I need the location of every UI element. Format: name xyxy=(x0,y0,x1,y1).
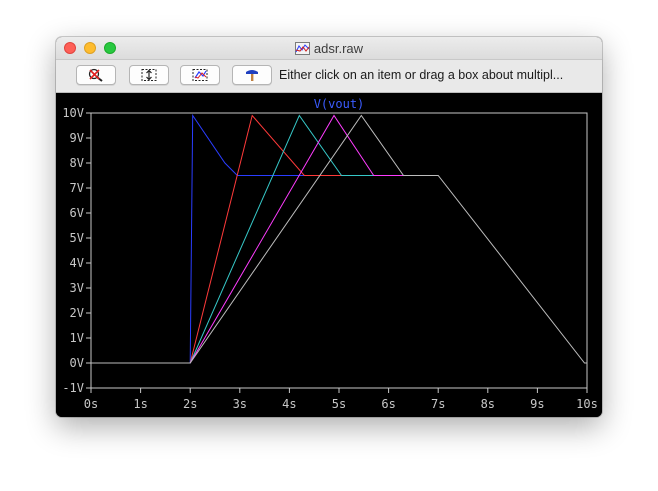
y-tick-label: 7V xyxy=(70,181,84,195)
x-tick-label: 0s xyxy=(84,397,98,411)
x-tick-label: 9s xyxy=(530,397,544,411)
autorange-y-button[interactable] xyxy=(129,65,169,85)
plot-pane[interactable]: -1V 0V 1V 2V 3V 4V 5V 6V 7V 8V 9V 10V 0s 1s 2s 3s 4s 5s 6s… xyxy=(56,93,602,417)
plot-frame xyxy=(90,112,588,389)
y-tick-label: 8V xyxy=(70,156,84,170)
x-tick-label: 2s xyxy=(183,397,197,411)
zoom-window-button[interactable] xyxy=(104,42,116,54)
series-line-2 xyxy=(189,114,439,364)
x-tick-label: 10s xyxy=(576,397,598,411)
y-tick-label: -1V xyxy=(62,381,84,395)
y-tick-label: 1V xyxy=(70,331,84,345)
x-tick-label: 5s xyxy=(332,397,346,411)
hammer-probe-icon xyxy=(246,70,258,81)
series-line-1 xyxy=(91,113,439,364)
zoom-to-fit-button[interactable] xyxy=(76,65,116,85)
y-tick-label: 5V xyxy=(70,231,84,245)
magnifier-cross-icon xyxy=(88,68,103,82)
zoom-box-button[interactable] xyxy=(180,65,220,85)
trace-label: V(vout) xyxy=(314,97,365,111)
y-tick-label: 4V xyxy=(70,256,84,270)
x-tick-label: 4s xyxy=(282,397,296,411)
window-title: adsr.raw xyxy=(313,40,364,56)
y-tick-label: 0V xyxy=(70,356,84,370)
x-tick-label: 3s xyxy=(233,397,247,411)
probe-button[interactable] xyxy=(232,65,272,85)
series-line-3 xyxy=(189,114,439,364)
vertical-arrows-icon xyxy=(141,69,157,81)
x-tick-label: 7s xyxy=(431,397,445,411)
zoom-area-icon xyxy=(192,69,208,81)
minimize-window-button[interactable] xyxy=(84,42,96,54)
x-tick-label: 1s xyxy=(133,397,147,411)
series-line-5 xyxy=(91,114,587,364)
y-tick-label: 10V xyxy=(62,106,84,120)
series-line-4 xyxy=(189,114,439,364)
waveform-file-icon xyxy=(294,41,310,55)
toolbar: Either click on an item or drag a box ab… xyxy=(56,60,602,93)
y-tick-label: 2V xyxy=(70,306,84,320)
y-tick-label: 9V xyxy=(70,131,84,145)
close-window-button[interactable] xyxy=(64,42,76,54)
title-bar[interactable]: adsr.raw xyxy=(56,37,602,60)
x-tick-label: 8s xyxy=(481,397,495,411)
x-tick-label: 6s xyxy=(381,397,395,411)
waveform-window: adsr.raw xyxy=(56,37,602,417)
status-message: Either click on an item or drag a box ab… xyxy=(279,68,564,82)
y-tick-label: 6V xyxy=(70,206,84,220)
y-tick-label: 3V xyxy=(70,281,84,295)
waveform-chart[interactable]: -1V 0V 1V 2V 3V 4V 5V 6V 7V 8V 9V 10V 0s 1s 2s 3s 4s 5s 6s… xyxy=(56,93,602,417)
